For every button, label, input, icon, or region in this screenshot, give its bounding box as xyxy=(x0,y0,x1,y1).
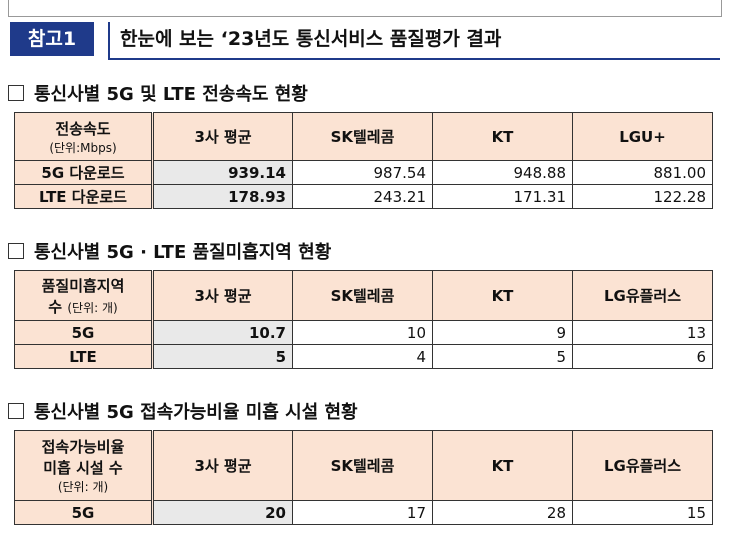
page-header: 참고1 한눈에 보는 ‘23년도 통신서비스 품질평가 결과 xyxy=(10,22,720,60)
cell-lte-kt: 5 xyxy=(432,344,573,369)
cell-lte-kt: 171.31 xyxy=(432,184,573,209)
access-rate-corner-cell: 접속가능비율 미흡 시설 수 (단위: 개) xyxy=(14,430,153,501)
col-header-lgu: LG유플러스 xyxy=(572,270,713,321)
weak-area-table: 품질미흡지역 수 (단위: 개) 3사 평균 SK텔레콤 KT LG유플러스 5… xyxy=(14,270,713,369)
checkbox-square-icon xyxy=(8,403,24,419)
section1-title-text: 통신사별 5G 및 LTE 전송속도 현황 xyxy=(34,84,308,105)
cell-5g-kt: 9 xyxy=(432,320,573,345)
cell-5g-avg: 20 xyxy=(152,500,293,525)
cell-5g-kt: 28 xyxy=(432,500,573,525)
weak-area-corner-cell: 품질미흡지역 수 (단위: 개) xyxy=(14,270,153,321)
col-header-avg: 3사 평균 xyxy=(151,270,293,321)
cell-lte-lgu: 122.28 xyxy=(572,184,713,209)
checkbox-square-icon xyxy=(8,85,24,101)
speed-table: 전송속도 (단위:Mbps) 3사 평균 SK텔레콤 KT LGU+ 5G 다운… xyxy=(14,112,713,209)
col-header-avg: 3사 평균 xyxy=(151,112,293,161)
speed-corner-unit: (단위:Mbps) xyxy=(49,140,117,155)
cell-lte-avg: 178.93 xyxy=(152,184,293,209)
row-label-lte: LTE xyxy=(14,344,154,369)
section2-title: 통신사별 5G · LTE 품질미흡지역 현황 xyxy=(8,238,331,264)
cell-5g-avg: 10.7 xyxy=(152,320,293,345)
cell-5g-avg: 939.14 xyxy=(152,160,293,185)
row-label-5g: 5G xyxy=(14,500,154,525)
col-header-kt: KT xyxy=(432,270,573,321)
access-rate-corner-unit: (단위: 개) xyxy=(57,480,109,494)
header-divider xyxy=(108,22,110,60)
access-rate-corner-label: 접속가능비율 xyxy=(41,438,125,456)
cell-5g-lgu: 15 xyxy=(572,500,713,525)
col-header-avg: 3사 평균 xyxy=(151,430,293,501)
col-header-skt: SK텔레콤 xyxy=(292,270,433,321)
reference-badge: 참고1 xyxy=(10,22,94,56)
col-header-lgu: LG유플러스 xyxy=(572,430,713,501)
weak-area-corner-label2: 수 xyxy=(48,297,63,316)
col-header-skt: SK텔레콤 xyxy=(292,430,433,501)
speed-corner-label: 전송속도 xyxy=(55,119,111,138)
cell-5g-skt: 987.54 xyxy=(292,160,433,185)
col-header-kt: KT xyxy=(432,112,573,161)
section3-title-text: 통신사별 5G 접속가능비율 미흡 시설 현황 xyxy=(34,402,358,423)
cell-5g-kt: 948.88 xyxy=(432,160,573,185)
weak-area-corner-unit: (단위: 개) xyxy=(67,300,118,315)
row-label-5g-download: 5G 다운로드 xyxy=(14,160,154,185)
cell-5g-lgu: 13 xyxy=(572,320,713,345)
col-header-lgu: LGU+ xyxy=(572,112,713,161)
top-frame xyxy=(8,0,722,17)
page-title: 한눈에 보는 ‘23년도 통신서비스 품질평가 결과 xyxy=(120,28,502,50)
cell-lte-avg: 5 xyxy=(152,344,293,369)
access-rate-corner-label2: 미흡 시설 수 xyxy=(43,459,123,477)
checkbox-square-icon xyxy=(8,243,24,259)
col-header-skt: SK텔레콤 xyxy=(292,112,433,161)
speed-corner-cell: 전송속도 (단위:Mbps) xyxy=(14,112,153,161)
cell-5g-skt: 17 xyxy=(292,500,433,525)
cell-5g-lgu: 881.00 xyxy=(572,160,713,185)
row-label-lte-download: LTE 다운로드 xyxy=(14,184,154,209)
section3-title: 통신사별 5G 접속가능비율 미흡 시설 현황 xyxy=(8,398,358,424)
weak-area-corner-label: 품질미흡지역 xyxy=(41,276,125,295)
row-label-5g: 5G xyxy=(14,320,154,345)
section2-title-text: 통신사별 5G · LTE 품질미흡지역 현황 xyxy=(34,242,332,263)
col-header-kt: KT xyxy=(432,430,573,501)
cell-5g-skt: 10 xyxy=(292,320,433,345)
cell-lte-skt: 243.21 xyxy=(292,184,433,209)
header-underline xyxy=(108,58,720,60)
cell-lte-lgu: 6 xyxy=(572,344,713,369)
access-rate-table: 접속가능비율 미흡 시설 수 (단위: 개) 3사 평균 SK텔레콤 KT LG… xyxy=(14,430,713,525)
section1-title: 통신사별 5G 및 LTE 전송속도 현황 xyxy=(8,80,308,106)
cell-lte-skt: 4 xyxy=(292,344,433,369)
